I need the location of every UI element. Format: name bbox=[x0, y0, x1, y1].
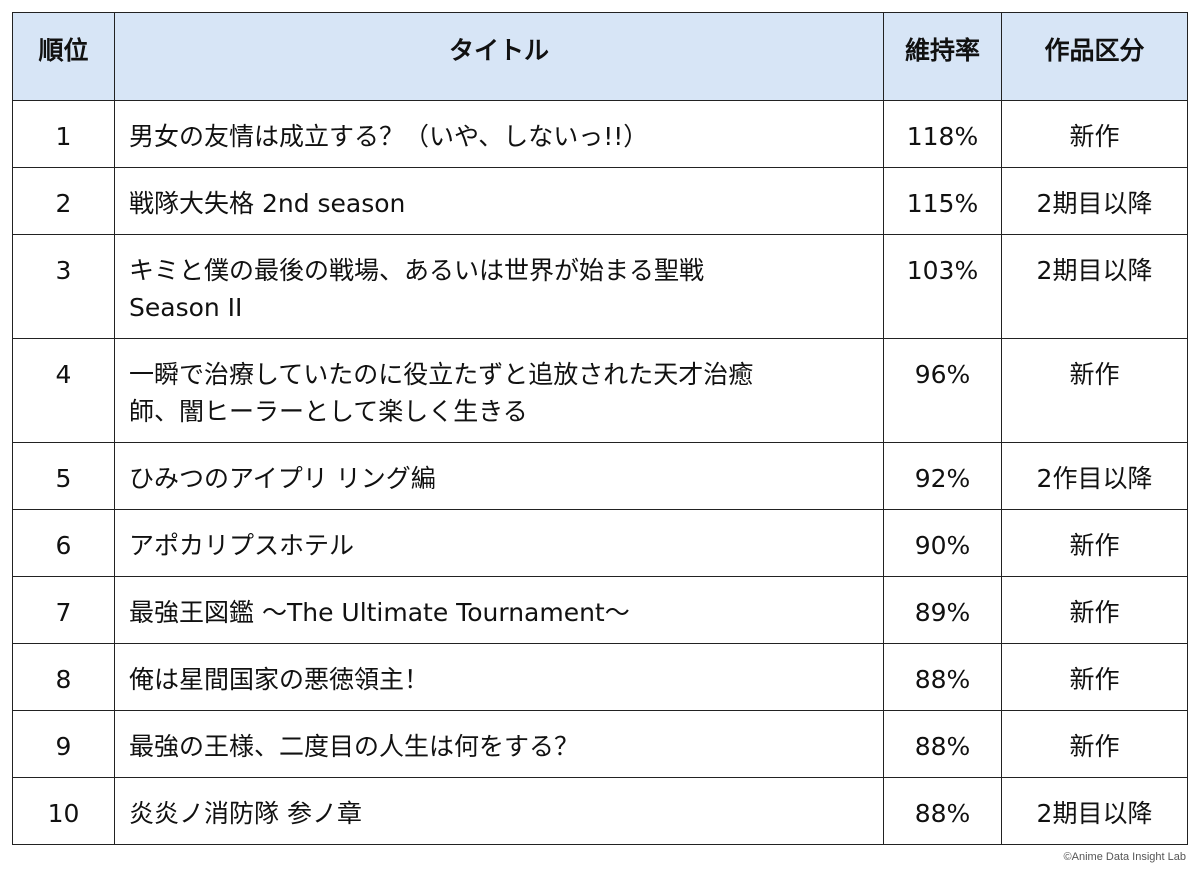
header-title: タイトル bbox=[114, 12, 884, 101]
table-row: 1 男女の友情は成立する？（いや、しないっ!!） 118% 新作 bbox=[12, 100, 1188, 168]
rate-cell: 88% bbox=[883, 710, 1002, 778]
rate-cell: 88% bbox=[883, 643, 1002, 711]
header-type: 作品区分 bbox=[1001, 12, 1188, 101]
rate-cell: 92% bbox=[883, 442, 1002, 510]
title-cell: 戦隊大失格 2nd season bbox=[114, 167, 884, 235]
header-row: 順位 タイトル 維持率 作品区分 bbox=[12, 12, 1188, 101]
rank-cell: 9 bbox=[12, 710, 115, 778]
rate-cell: 96% bbox=[883, 338, 1002, 443]
type-cell: 新作 bbox=[1001, 576, 1188, 644]
type-cell: 新作 bbox=[1001, 643, 1188, 711]
rank-cell: 5 bbox=[12, 442, 115, 510]
rank-cell: 10 bbox=[12, 777, 115, 845]
table-header: 順位 タイトル 維持率 作品区分 bbox=[12, 12, 1188, 101]
type-cell: 2作目以降 bbox=[1001, 442, 1188, 510]
type-cell: 新作 bbox=[1001, 338, 1188, 443]
type-cell: 2期目以降 bbox=[1001, 234, 1188, 339]
table-row: 6 アポカリプスホテル 90% 新作 bbox=[12, 509, 1188, 577]
rate-cell: 103% bbox=[883, 234, 1002, 339]
type-cell: 2期目以降 bbox=[1001, 167, 1188, 235]
table-row: 7 最強王図鑑 〜The Ultimate Tournament〜 89% 新作 bbox=[12, 576, 1188, 644]
title-cell: 炎炎ノ消防隊 参ノ章 bbox=[114, 777, 884, 845]
table-body: 1 男女の友情は成立する？（いや、しないっ!!） 118% 新作 2 戦隊大失格… bbox=[12, 100, 1188, 845]
copyright-credit: ©Anime Data Insight Lab bbox=[1063, 851, 1186, 863]
type-cell: 2期目以降 bbox=[1001, 777, 1188, 845]
type-cell: 新作 bbox=[1001, 100, 1188, 168]
table-row: 3 キミと僕の最後の戦場、あるいは世界が始まる聖戦 Season II 103%… bbox=[12, 234, 1188, 339]
rank-cell: 3 bbox=[12, 234, 115, 339]
rank-cell: 4 bbox=[12, 338, 115, 443]
table-row: 2 戦隊大失格 2nd season 115% 2期目以降 bbox=[12, 167, 1188, 235]
rate-cell: 118% bbox=[883, 100, 1002, 168]
type-cell: 新作 bbox=[1001, 710, 1188, 778]
rate-cell: 89% bbox=[883, 576, 1002, 644]
rate-cell: 115% bbox=[883, 167, 1002, 235]
title-line: 師、闇ヒーラーとして楽しく生きる bbox=[129, 397, 528, 426]
title-cell: 俺は星間国家の悪徳領主！ bbox=[114, 643, 884, 711]
title-cell: アポカリプスホテル bbox=[114, 509, 884, 577]
rank-cell: 6 bbox=[12, 509, 115, 577]
table-row: 9 最強の王様、二度目の人生は何をする？ 88% 新作 bbox=[12, 710, 1188, 778]
table-row: 10 炎炎ノ消防隊 参ノ章 88% 2期目以降 bbox=[12, 777, 1188, 845]
title-cell: ひみつのアイプリ リング編 bbox=[114, 442, 884, 510]
table-row: 8 俺は星間国家の悪徳領主！ 88% 新作 bbox=[12, 643, 1188, 711]
title-cell: 最強の王様、二度目の人生は何をする？ bbox=[114, 710, 884, 778]
type-cell: 新作 bbox=[1001, 509, 1188, 577]
rank-cell: 8 bbox=[12, 643, 115, 711]
rate-cell: 90% bbox=[883, 509, 1002, 577]
header-rank: 順位 bbox=[12, 12, 115, 101]
title-line: 一瞬で治療していたのに役立たずと追放された天才治癒 bbox=[129, 360, 754, 389]
ranking-table: 順位 タイトル 維持率 作品区分 1 男女の友情は成立する？（いや、しないっ!!… bbox=[12, 12, 1188, 845]
rate-cell: 88% bbox=[883, 777, 1002, 845]
rank-cell: 7 bbox=[12, 576, 115, 644]
title-line: キミと僕の最後の戦場、あるいは世界が始まる聖戦 bbox=[129, 256, 705, 285]
table-row: 5 ひみつのアイプリ リング編 92% 2作目以降 bbox=[12, 442, 1188, 510]
title-line: Season II bbox=[129, 293, 243, 322]
rank-cell: 2 bbox=[12, 167, 115, 235]
header-rate: 維持率 bbox=[883, 12, 1002, 101]
title-cell: キミと僕の最後の戦場、あるいは世界が始まる聖戦 Season II bbox=[114, 234, 884, 339]
title-cell: 一瞬で治療していたのに役立たずと追放された天才治癒 師、闇ヒーラーとして楽しく生… bbox=[114, 338, 884, 443]
table-row: 4 一瞬で治療していたのに役立たずと追放された天才治癒 師、闇ヒーラーとして楽し… bbox=[12, 338, 1188, 443]
title-cell: 最強王図鑑 〜The Ultimate Tournament〜 bbox=[114, 576, 884, 644]
title-cell: 男女の友情は成立する？（いや、しないっ!!） bbox=[114, 100, 884, 168]
rank-cell: 1 bbox=[12, 100, 115, 168]
